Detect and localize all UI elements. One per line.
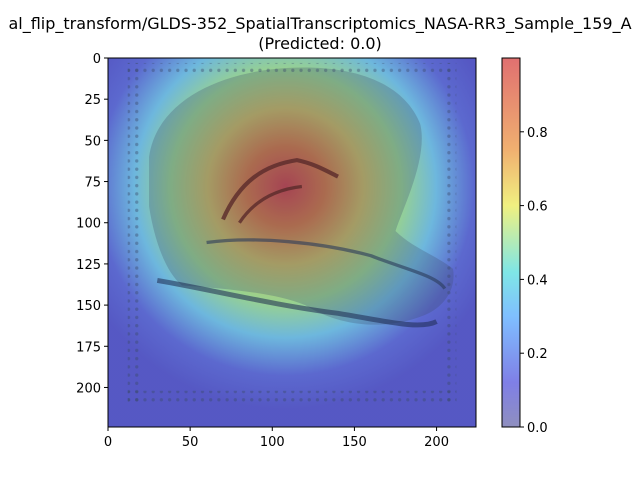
y-tick-label: 0 <box>93 52 101 67</box>
y-tick-label: 100 <box>76 217 101 232</box>
colorbar-tick-label: 0.8 <box>527 126 548 141</box>
heatmap-axes: 0 50 100 150 200 0 25 50 75 100 125 150 175 200 <box>76 52 477 450</box>
x-tick-label: 150 <box>342 435 367 450</box>
heatmap-image <box>108 58 477 427</box>
y-axis-ticks: 0 25 50 75 100 125 150 175 200 <box>76 52 108 396</box>
colorbar-tick-label: 0.4 <box>527 273 548 288</box>
colorbar-tick-label: 0.6 <box>527 200 548 215</box>
colorbar-ticks: 0.0 0.2 0.4 0.6 0.8 <box>520 126 548 436</box>
y-tick-label: 50 <box>84 134 101 149</box>
chart-title: al_flip_transform/GLDS-352_SpatialTransc… <box>8 14 631 34</box>
colorbar-gradient <box>502 58 520 427</box>
x-axis-ticks: 0 50 100 150 200 <box>104 427 449 450</box>
y-tick-label: 125 <box>76 258 101 273</box>
y-tick-label: 150 <box>76 299 101 314</box>
y-tick-label: 25 <box>84 93 101 108</box>
x-tick-label: 0 <box>104 435 112 450</box>
colorbar-tick-label: 0.2 <box>527 347 548 362</box>
y-tick-label: 75 <box>84 176 101 191</box>
x-tick-label: 100 <box>260 435 285 450</box>
x-tick-label: 200 <box>424 435 449 450</box>
y-tick-label: 175 <box>76 340 101 355</box>
x-tick-label: 50 <box>182 435 199 450</box>
y-tick-label: 200 <box>76 381 101 396</box>
chart-subtitle: (Predicted: 0.0) <box>258 34 382 53</box>
colorbar: 0.0 0.2 0.4 0.6 0.8 <box>501 57 548 436</box>
colorbar-tick-label: 0.0 <box>527 421 548 436</box>
